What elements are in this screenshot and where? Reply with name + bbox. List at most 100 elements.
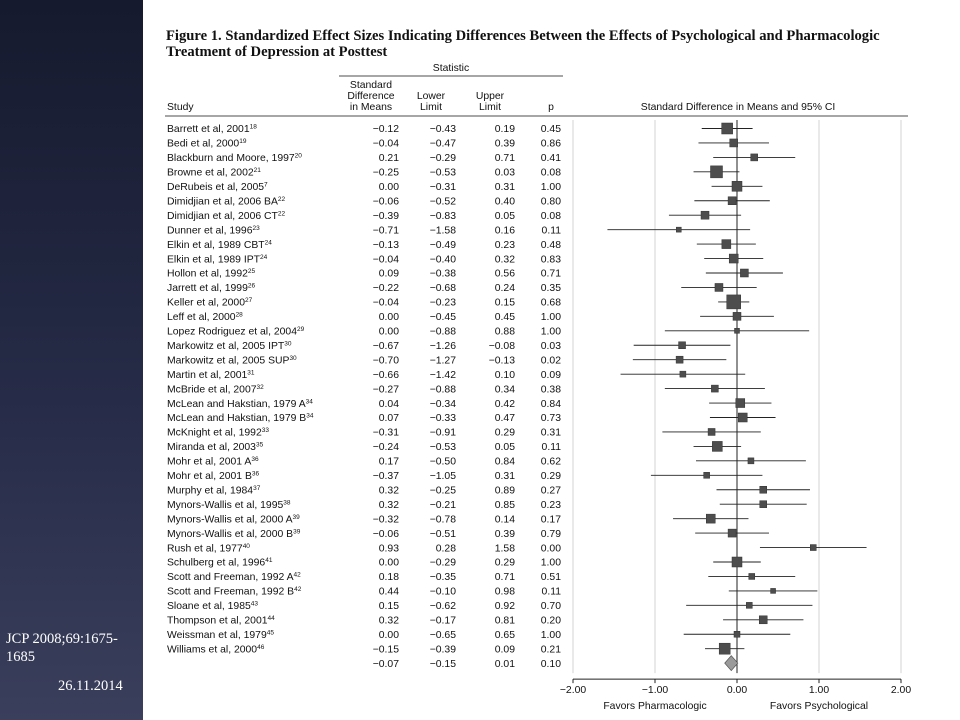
smd-value: −0.66 [373,370,400,381]
study-name: Blackburn and Moore, 199720 [167,153,302,165]
smd-value: −0.24 [373,442,400,453]
smd-value: 0.93 [379,543,399,554]
p-value: 0.27 [541,485,561,496]
x-tick-label: 0.00 [727,685,747,696]
table-row: Murphy et al, 198437 0.32 −0.25 0.89 0.27 [167,485,561,497]
study-reference: 38 [283,499,291,506]
table-row: Browne et al, 200221 −0.25 −0.53 0.03 0.08 [167,167,561,179]
smd-value: 0.04 [379,399,399,410]
study-name: Elkin et al, 1989 IPT24 [167,254,268,266]
upper-limit-value: 0.09 [495,644,515,655]
lower-limit-value: −1.27 [430,355,457,366]
lower-limit-value: −0.50 [430,457,457,468]
lower-limit-value: −1.58 [430,225,457,236]
study-reference: 37 [253,485,261,492]
grid-lines [572,120,902,674]
lower-limit-value: −0.53 [430,442,457,453]
study-reference: 26 [248,283,256,290]
study-name: Schulberg et al, 199641 [167,557,273,569]
upper-limit-value: 0.89 [495,485,515,496]
upper-limit-value: 0.39 [495,139,515,150]
lower-limit-value: −0.88 [430,327,457,338]
plot-header: Standard Difference in Means and 95% CI [641,102,835,113]
point-estimate-marker [731,556,743,568]
x-tick-label: 1.00 [809,685,829,696]
point-estimate-marker [731,181,743,192]
plot-marks [607,122,867,672]
p-value: 0.83 [541,254,561,265]
study-reference: 41 [265,557,273,564]
upper-limit-value: 0.03 [495,168,515,179]
point-estimate-marker [727,528,737,538]
p-header: p [548,102,554,113]
smd-value: −0.04 [373,298,400,309]
p-value: 1.00 [541,327,561,338]
study-reference: 35 [256,442,264,449]
upper-limit-value: 1.58 [495,543,515,554]
study-name: Dunner et al, 199623 [167,225,260,237]
upper-limit-value: −0.13 [489,355,516,366]
lower-limit-value: −0.51 [430,529,457,540]
study-name: Markowitz et al, 2005 IPT30 [167,340,292,352]
p-value: 0.02 [541,355,561,366]
study-name: Mohr et al, 2001 B36 [167,471,260,483]
lower-limit-value: −0.29 [430,558,457,569]
p-value: 1.00 [541,558,561,569]
study-reference: 39 [293,514,301,521]
study-name: Keller et al, 200027 [167,297,253,309]
upper-limit-value: 0.19 [495,124,515,135]
study-name: Lopez Rodriguez et al, 200429 [167,326,305,338]
point-estimate-marker [747,457,755,465]
point-estimate-marker [726,294,741,310]
point-estimate-marker [810,544,817,551]
table-row: Blackburn and Moore, 199720 0.21 −0.29 0.71… [167,153,561,165]
p-value: 0.29 [541,471,561,482]
study-name: Mohr et al, 2001 A36 [167,456,259,468]
table-row: Miranda et al, 200335 −0.24 −0.53 0.05 0.11 [167,442,561,454]
study-name: Scott and Freeman, 1992 B42 [167,586,302,598]
study-name: Williams et al, 200046 [167,644,265,656]
summary-p-value: 0.10 [541,659,561,670]
lower-limit-value: −0.33 [430,413,457,424]
study-name: Murphy et al, 198437 [167,485,261,497]
lower-limit-value: −0.65 [430,630,457,641]
study-name: McLean and Hakstian, 1979 A34 [167,398,313,410]
lower-limit-value: −0.39 [430,644,457,655]
study-reference: 20 [295,153,303,160]
upper-limit-value: 0.34 [495,384,515,395]
study-name: Hollon et al, 199225 [167,268,255,280]
study-reference: 34 [306,413,314,420]
lower-limit-value: −0.38 [430,269,457,280]
study-name: Leff et al, 200028 [167,312,243,324]
study-name: Mynors-Wallis et al, 199538 [167,499,291,511]
lower-limit-header: Lower Limit [417,91,446,113]
study-reference: 31 [247,369,255,376]
point-estimate-marker [733,631,741,638]
p-value: 0.86 [541,139,561,150]
summary-diamond [724,655,739,672]
lower-limit-value: −0.10 [430,587,457,598]
point-estimate-marker [710,165,723,179]
study-reference: 23 [253,225,261,232]
point-estimate-marker [750,153,758,162]
point-estimate-marker [734,328,740,334]
smd-value: −0.12 [373,124,400,135]
lower-limit-value: −0.29 [430,153,457,164]
statistic-header: Statistic [433,63,469,74]
study-name: Weissman et al, 197945 [167,629,274,641]
lower-limit-value: −0.47 [430,139,457,150]
study-reference: 30 [289,355,297,362]
table-row: DeRubeis et al, 20057 0.00 −0.31 0.31 1.00 [167,182,561,194]
table-row: Mynors-Wallis et al, 2000 A39 −0.32 −0.78 0… [167,514,561,526]
smd-value: 0.18 [379,572,399,583]
p-value: 0.45 [541,124,561,135]
smd-value: −0.27 [373,384,400,395]
p-value: 0.09 [541,370,561,381]
study-name: McBride et al, 200732 [167,384,264,396]
upper-limit-value: 0.84 [495,457,515,468]
upper-limit-value: 0.85 [495,500,515,511]
study-reference: 42 [294,586,302,593]
citation-caption: JCP 2008;69:1675-1685 [6,631,118,665]
lower-limit-value: −0.52 [430,196,457,207]
upper-limit-header: Upper Limit [476,91,505,113]
